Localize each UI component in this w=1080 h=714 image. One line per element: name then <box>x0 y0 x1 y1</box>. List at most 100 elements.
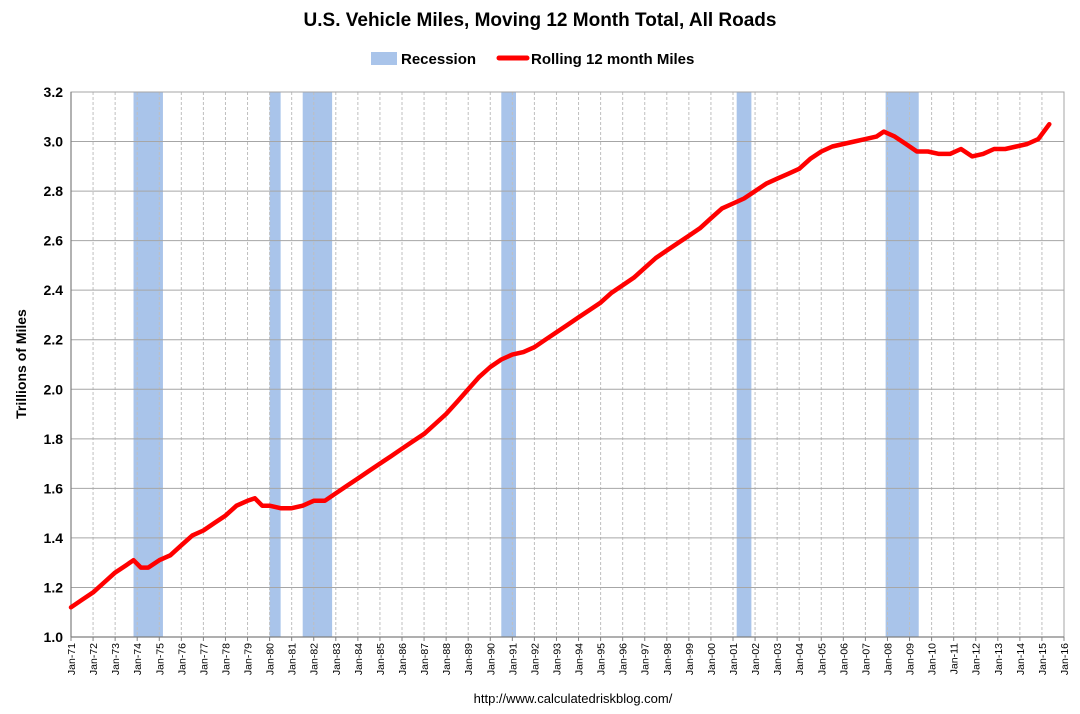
x-tick-label: Jan-92 <box>529 643 541 675</box>
data-point <box>301 504 305 508</box>
data-point <box>731 201 735 206</box>
data-point <box>411 439 415 443</box>
x-tick-label: Jan-94 <box>574 643 586 675</box>
data-point <box>102 580 106 585</box>
data-point <box>124 563 128 567</box>
recession-layer <box>133 92 919 637</box>
x-tick-label: Jan-86 <box>397 643 409 675</box>
legend-recession-label: Recession <box>401 51 476 68</box>
x-tick-label: Jan-79 <box>243 643 255 675</box>
data-point <box>80 598 84 602</box>
data-point <box>599 300 603 305</box>
data-point <box>212 521 217 525</box>
data-point <box>91 590 95 595</box>
data-point <box>830 144 834 149</box>
data-point <box>687 234 691 238</box>
x-tick-label: Jan-85 <box>375 643 387 675</box>
data-point <box>400 447 404 451</box>
axes <box>70 91 1065 641</box>
data-point <box>621 283 625 287</box>
data-point <box>279 506 283 510</box>
data-point <box>345 484 349 488</box>
data-point <box>665 248 669 253</box>
data-point <box>992 147 996 151</box>
x-tick-label: Jan-72 <box>88 643 100 675</box>
data-point <box>808 157 812 161</box>
data-point <box>926 149 930 154</box>
data-point <box>915 149 919 154</box>
data-point <box>510 352 514 357</box>
recession-bar-1 <box>269 92 281 637</box>
data-point <box>157 558 161 562</box>
data-point <box>190 533 194 538</box>
legend-series-label: Rolling 12 month Miles <box>531 51 694 68</box>
x-tick-label: Jan-14 <box>1015 643 1027 675</box>
x-tick-label: Jan-77 <box>198 643 210 675</box>
x-tick-label: Jan-71 <box>66 643 78 675</box>
y-tick-label: 3.2 <box>44 84 64 100</box>
data-point <box>959 147 963 151</box>
recession-bar-2 <box>302 92 333 637</box>
y-tick-label: 2.8 <box>44 183 64 199</box>
data-point <box>389 454 393 458</box>
data-point <box>312 499 316 503</box>
x-tick-label: Jan-08 <box>882 643 894 675</box>
series-layer <box>68 121 1052 610</box>
data-point <box>253 496 257 500</box>
data-point <box>893 134 897 139</box>
data-point <box>1025 142 1029 146</box>
data-point <box>874 134 879 139</box>
source-credit: http://www.calculatedriskblog.com/ <box>474 691 673 706</box>
x-tick-label: Jan-07 <box>860 643 872 675</box>
y-tick-label: 2.4 <box>44 282 64 298</box>
x-tick-label: Jan-75 <box>154 643 166 675</box>
x-tick-label: Jan-97 <box>640 643 652 675</box>
data-point <box>1036 137 1040 141</box>
data-point <box>245 499 250 503</box>
data-point <box>587 308 592 312</box>
data-point <box>576 315 581 320</box>
data-point <box>201 528 205 533</box>
legend: Recession Rolling 12 month Miles <box>371 51 694 68</box>
data-point <box>981 152 985 156</box>
data-point <box>720 206 724 211</box>
data-point <box>565 323 570 327</box>
data-point <box>223 514 228 518</box>
x-tick-label: Jan-04 <box>794 643 806 675</box>
data-point <box>775 177 779 181</box>
x-tick-label: Jan-00 <box>706 643 718 675</box>
x-tick-label: Jan-96 <box>618 643 630 675</box>
x-tick-label: Jan-88 <box>441 643 453 675</box>
data-point <box>676 241 680 245</box>
x-tick-label: Jan-09 <box>905 643 917 675</box>
y-tick-label: 2.0 <box>44 381 64 397</box>
x-tick-label: Jan-98 <box>662 643 674 675</box>
data-point <box>882 130 886 134</box>
x-tick-label: Jan-15 <box>1037 643 1049 675</box>
y-tick-label: 3.0 <box>44 134 64 150</box>
data-point <box>334 491 338 495</box>
x-tick-label: Jan-91 <box>507 643 519 675</box>
y-tick-label: 2.2 <box>44 332 64 348</box>
x-tick-label: Jan-16 <box>1059 643 1071 675</box>
recession-bar-4 <box>736 92 752 637</box>
data-point <box>852 139 856 144</box>
data-point <box>554 330 559 334</box>
data-point <box>466 387 470 391</box>
y-tick-labels: 1.0 1.2 1.4 1.6 1.8 2.0 2.2 2.4 2.6 2.8 3.0 3.2 <box>44 84 64 645</box>
x-tick-label: Jan-02 <box>750 643 762 675</box>
y-tick-label: 1.2 <box>44 579 64 595</box>
x-tick-label: Jan-13 <box>993 643 1005 675</box>
data-point <box>1014 144 1018 149</box>
x-tick-label: Jan-89 <box>463 643 475 675</box>
data-point <box>323 499 327 503</box>
data-point <box>268 504 272 508</box>
data-point <box>69 605 73 609</box>
data-point <box>819 149 823 154</box>
data-point <box>764 182 768 186</box>
data-point <box>610 291 614 295</box>
y-tick-label: 1.4 <box>44 530 64 546</box>
data-point <box>477 375 481 379</box>
legend-recession-swatch <box>371 52 397 65</box>
